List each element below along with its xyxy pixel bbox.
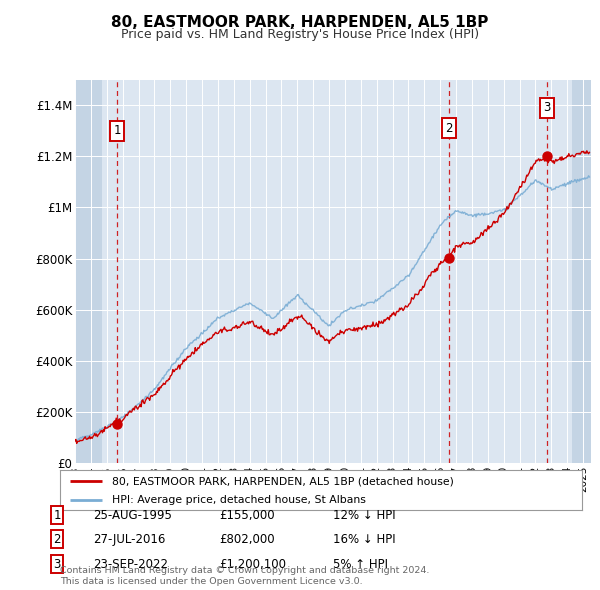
Text: £1,200,100: £1,200,100 (219, 558, 286, 571)
Text: 12% ↓ HPI: 12% ↓ HPI (333, 509, 395, 522)
Text: 27-JUL-2016: 27-JUL-2016 (93, 533, 166, 546)
Bar (75, 80, 102, 463)
Text: 25-AUG-1995: 25-AUG-1995 (93, 509, 172, 522)
Text: 3: 3 (544, 101, 551, 114)
Text: Price paid vs. HM Land Registry's House Price Index (HPI): Price paid vs. HM Land Registry's House … (121, 28, 479, 41)
Text: £155,000: £155,000 (219, 509, 275, 522)
Text: 80, EASTMOOR PARK, HARPENDEN, AL5 1BP: 80, EASTMOOR PARK, HARPENDEN, AL5 1BP (112, 15, 488, 30)
Text: 2: 2 (445, 122, 453, 135)
Text: 3: 3 (53, 558, 61, 571)
Text: 1: 1 (113, 124, 121, 137)
Bar (572, 80, 600, 463)
Text: 16% ↓ HPI: 16% ↓ HPI (333, 533, 395, 546)
Text: 23-SEP-2022: 23-SEP-2022 (93, 558, 168, 571)
Text: HPI: Average price, detached house, St Albans: HPI: Average price, detached house, St A… (112, 495, 366, 505)
Text: Contains HM Land Registry data © Crown copyright and database right 2024.
This d: Contains HM Land Registry data © Crown c… (60, 566, 430, 586)
Text: £802,000: £802,000 (219, 533, 275, 546)
Text: 5% ↑ HPI: 5% ↑ HPI (333, 558, 388, 571)
Text: 80, EASTMOOR PARK, HARPENDEN, AL5 1BP (detached house): 80, EASTMOOR PARK, HARPENDEN, AL5 1BP (d… (112, 477, 454, 487)
Text: 2: 2 (53, 533, 61, 546)
Text: 1: 1 (53, 509, 61, 522)
